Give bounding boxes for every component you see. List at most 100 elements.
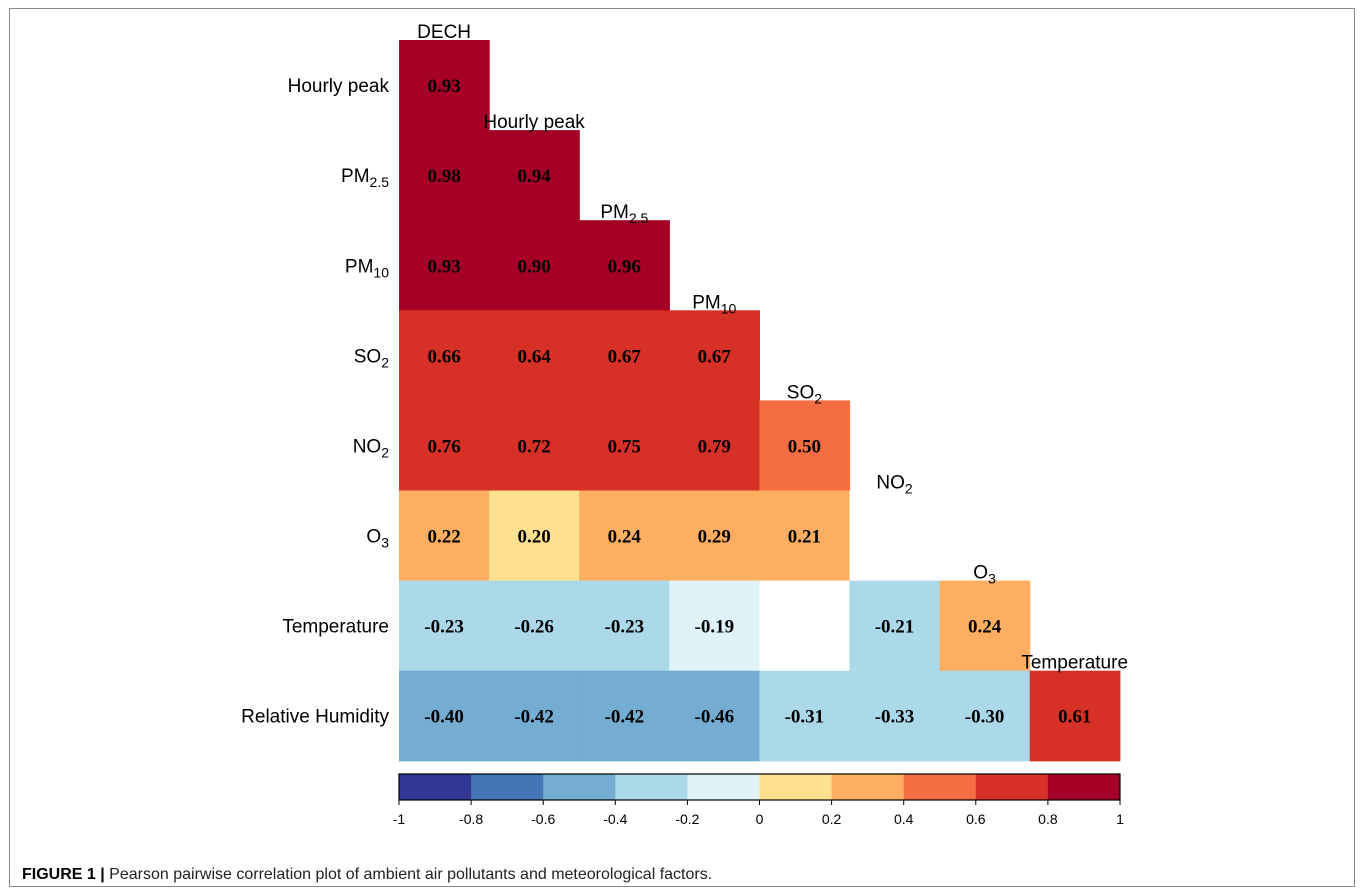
cell-value-label: 0.66 [427,346,460,367]
heatmap-cell [399,670,490,762]
heatmap-cell [489,400,580,492]
heatmap-cell [579,670,670,762]
caption-text: Pearson pairwise correlation plot of amb… [109,866,713,883]
figure-frame [9,8,1355,887]
heatmap-cell [1029,670,1121,762]
column-labels: DECH Hourly peak PM2.5 PM10 SO2 NO2 O3 Temperat… [417,22,1128,674]
colorbar-segment [687,774,760,800]
colorbar-tick-label: 0.8 [1038,811,1058,827]
caption-label: FIGURE 1 | [22,866,105,883]
cell-value-label: 0.67 [698,346,732,367]
cell-value-label: 0.67 [608,346,642,367]
colorbar-tick-label: 0.2 [822,811,842,827]
cell-value-label: -0.42 [605,707,645,728]
cell-value-label: 0.24 [608,527,642,548]
row-label: PM10 [345,256,389,280]
colorbar-tick-label: 0.6 [966,811,986,827]
value-labels: 0.93 0.98 0.94 0.93 0.90 0.96 0.66 0.64 0.67 0.67… [424,76,1091,728]
colorbar-tick-label: -0.8 [459,811,483,827]
cell-value-label: 0.76 [427,436,460,457]
row-label: Temperature [282,617,389,638]
colorbar-segment [1047,774,1121,800]
row-label: SO2 [354,346,389,370]
column-label: Hourly peak [483,112,585,133]
row-label: O3 [366,527,389,551]
cell-value-label: -0.33 [875,707,915,728]
cell-value-label: 0.50 [788,436,821,457]
colorbar-segment [399,774,472,800]
heatmap-cell [399,220,490,311]
cell-value-label: 0.21 [788,527,821,548]
colorbar-tick-label: -1 [393,811,406,827]
heatmap-cell [579,580,670,672]
heatmap-cell [579,310,670,401]
colorbar-tick-label: 1 [1116,811,1124,827]
column-label: PM2.5 [600,202,648,226]
colorbar-segment [759,774,832,800]
colorbar-segment [471,774,544,800]
colorbar-segment [903,774,977,800]
cell-value-label: 0.98 [427,166,460,187]
cell-value-label: -0.46 [695,707,735,728]
cell-value-label: -0.23 [605,617,645,638]
colorbar-tick-label: -0.4 [603,811,627,827]
heatmap-cell [759,670,851,762]
heatmap-cell [399,40,490,131]
colorbar-tick-label: -0.2 [675,811,699,827]
column-label: NO2 [876,473,913,497]
cell-value-label: 0.22 [427,527,460,548]
heatmap-cell [489,490,580,582]
heatmap-cell [849,490,941,582]
heatmap-cell [759,580,851,672]
heatmap-cell [399,580,490,672]
heatmap-cell [399,490,490,582]
column-label: DECH [417,22,471,43]
heatmap-cell [489,220,580,311]
figure-caption: FIGURE 1 | Pearson pairwise correlation … [22,866,712,884]
heatmap-cell [669,400,760,492]
heatmap-cell [579,400,670,492]
cell-value-label: -0.19 [695,617,735,638]
colorbar-segment [543,774,616,800]
row-label: NO2 [353,436,390,460]
cell-value-label: 0.93 [427,256,460,277]
cell-value-label: -0.26 [514,617,554,638]
heatmap-cell [489,580,580,672]
heatmap-cell [759,490,851,582]
row-label: Hourly peak [288,76,390,97]
heatmap-cell [669,490,760,582]
cell-value-label: 0.96 [608,256,641,277]
heatmap-cell [849,580,941,672]
colorbar-tick-label: -0.6 [531,811,555,827]
heatmap-cell [669,670,760,762]
colorbar-segment [975,774,1049,800]
cell-value-label: -0.21 [875,617,915,638]
cell-value-label: 0.29 [698,527,731,548]
colorbar-ticks: -1 -0.8 -0.6 -0.4 -0.2 0 0.2 0.4 0.6 0.8 1 [393,800,1124,827]
heatmap-cell [399,130,490,221]
cell-value-label: -0.23 [424,617,464,638]
heatmap-cells [399,40,1121,762]
heatmap-cell [489,670,580,762]
cell-value-label: 0.72 [517,436,550,457]
cell-value-label: -0.31 [785,707,825,728]
heatmap-cell [579,220,670,311]
cell-value-label: -0.42 [514,707,554,728]
cell-value-label: -0.30 [965,707,1005,728]
row-labels: Hourly peak PM2.5 PM10 SO2 NO2 O3 Temperature R… [241,76,389,728]
heatmap-cell [669,580,760,672]
cell-value-label: 0.61 [1058,707,1091,728]
cell-value-label: 0.75 [608,436,641,457]
column-label: PM10 [692,292,736,316]
colorbar-tick-label: 0.4 [894,811,914,827]
colorbar-tick-label: 0 [756,811,764,827]
heatmap-cell [669,310,760,401]
heatmap-cell [399,400,490,492]
heatmap-cell [489,310,580,401]
heatmap-cell [579,490,670,582]
column-label: SO2 [787,382,822,406]
cell-value-label: 0.20 [517,527,550,548]
cell-value-label: 0.24 [968,617,1002,638]
cell-value-label: 0.94 [517,166,551,187]
